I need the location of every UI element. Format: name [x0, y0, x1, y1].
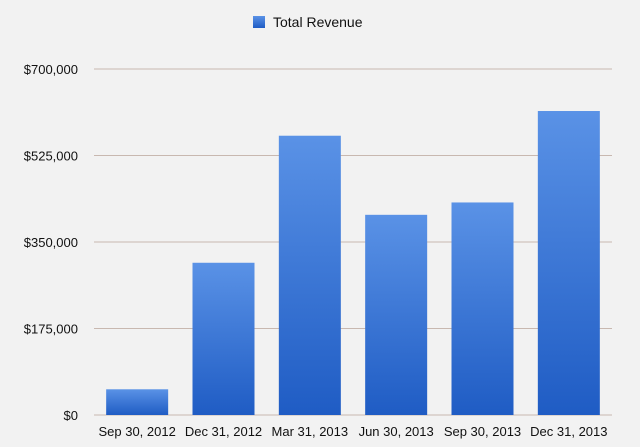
- bar: [537, 111, 600, 415]
- x-tick-label: Sep 30, 2013: [444, 424, 521, 439]
- chart-legend: Total Revenue: [253, 14, 363, 30]
- bar: [192, 262, 255, 415]
- gridlines: [94, 68, 612, 416]
- y-tick-label: $700,000: [24, 62, 78, 77]
- x-tick-label: Sep 30, 2012: [98, 424, 175, 439]
- x-tick-label: Dec 31, 2012: [185, 424, 262, 439]
- bars: [106, 111, 600, 415]
- x-axis-ticks: Sep 30, 2012 Dec 31, 2012 Mar 31, 2013 Jun …: [98, 424, 607, 439]
- x-tick-label: Jun 30, 2013: [359, 424, 434, 439]
- legend-label: Total Revenue: [273, 14, 363, 30]
- bar: [106, 389, 169, 415]
- y-tick-label: $525,000: [24, 149, 78, 164]
- bar: [365, 214, 428, 415]
- y-axis-ticks: $0 $175,000 $350,000 $525,000 $700,000: [24, 62, 78, 423]
- y-tick-label: $175,000: [24, 322, 78, 337]
- bar: [278, 135, 341, 415]
- bar: [451, 202, 514, 415]
- x-tick-label: Mar 31, 2013: [272, 424, 349, 439]
- x-tick-label: Dec 31, 2013: [530, 424, 607, 439]
- y-tick-label: $350,000: [24, 235, 78, 250]
- y-tick-label: $0: [64, 408, 78, 423]
- legend-swatch: [253, 16, 265, 28]
